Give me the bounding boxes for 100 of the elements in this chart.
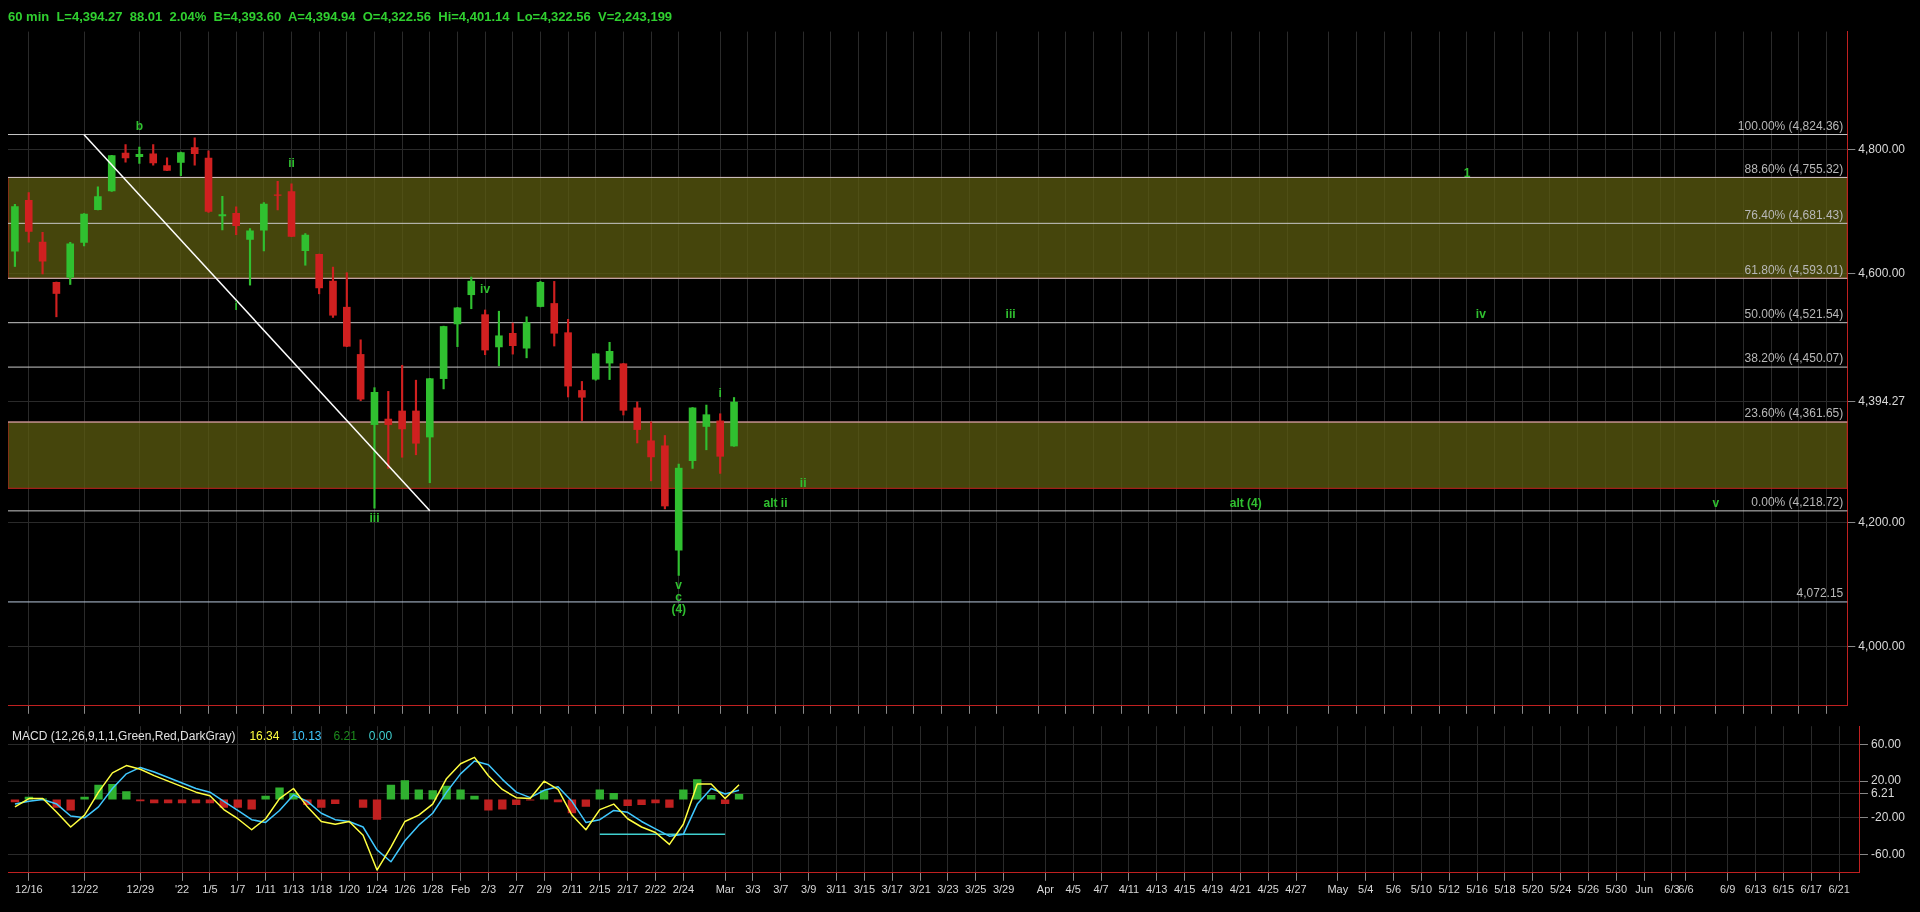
x-tick-label: 5/6: [1385, 883, 1402, 896]
ref-line-label: 76.40% (4,681.43): [1744, 207, 1844, 222]
x-tick-label: 4/13: [1146, 883, 1168, 896]
x-tick-label: 3/29: [992, 883, 1015, 896]
annotation: c: [675, 589, 683, 604]
y-tick-label: 4,394.27: [1858, 394, 1906, 409]
annotation: ii: [799, 475, 807, 490]
x-tick-label: 3/17: [881, 883, 903, 896]
annotation: ii: [288, 156, 295, 171]
y-tick-label: 4,000.00: [1858, 639, 1906, 654]
x-tick-label: 1/20: [338, 883, 360, 896]
annotation: 0.00: [368, 728, 393, 743]
annotation: i: [718, 386, 722, 401]
x-tick-label: 6/6: [1678, 883, 1694, 896]
x-tick-label: 4/25: [1257, 883, 1279, 896]
x-tick-label: 3/23: [937, 883, 959, 896]
x-tick-label: 6/17: [1800, 883, 1822, 896]
x-tick-label: 1/11: [255, 883, 276, 896]
x-tick-label: 3/7: [773, 883, 789, 896]
x-tick-label: Feb: [451, 883, 471, 896]
x-tick-label: 3/15: [853, 883, 876, 896]
x-tick-label: 12/29: [126, 883, 155, 896]
ref-line-label: 50.00% (4,521.54): [1744, 307, 1844, 322]
x-tick-label: 2/11: [561, 883, 583, 896]
x-tick-label: 5/24: [1549, 883, 1572, 896]
x-tick-label: 1/5: [202, 883, 218, 896]
annotation: alt (4): [1229, 495, 1262, 510]
ref-line-label: 100.00% (4,824.36): [1737, 118, 1844, 133]
y-tick-label: 20.00: [1870, 773, 1902, 788]
x-tick-label: Mar: [715, 883, 735, 896]
annotation: iv: [480, 282, 491, 297]
chart-title: 60 min L=4,394.27 88.01 2.04% B=4,393.60 A=4,394.94 O=4,322.56 Hi=4,401.14 Lo=4,322.56 V=2,243,199: [8, 9, 673, 25]
x-tick-label: 5/26: [1577, 883, 1600, 896]
x-tick-label: Jun: [1635, 883, 1654, 896]
annotation: iii: [1005, 307, 1016, 322]
x-tick-label: 5/30: [1605, 883, 1627, 896]
x-tick-label: 4/15: [1173, 883, 1196, 896]
x-tick-label: 2/3: [480, 883, 497, 896]
ref-line-label: 0.00% (4,218.72): [1751, 495, 1844, 510]
y-tick-label: 4,800.00: [1858, 141, 1906, 156]
x-tick-label: '22: [174, 883, 190, 896]
x-tick-label: 6/21: [1828, 883, 1850, 896]
y-tick-label: 6.21: [1870, 786, 1895, 801]
x-tick-label: 5/10: [1410, 883, 1433, 896]
x-tick-label: 3/25: [965, 883, 987, 896]
y-tick-label: 60.00: [1870, 736, 1902, 751]
x-tick-label: 6/13: [1744, 883, 1767, 896]
annotation: v: [1712, 495, 1720, 510]
ref-line-label: 88.60% (4,755.32): [1744, 161, 1844, 176]
x-tick-label: 4/11: [1118, 883, 1140, 896]
annotation: iii: [369, 510, 380, 525]
x-tick-label: 4/21: [1229, 883, 1252, 896]
x-tick-label: Apr: [1036, 883, 1055, 896]
x-tick-label: 4/5: [1065, 883, 1081, 896]
x-tick-label: 1/18: [310, 883, 333, 896]
x-tick-label: 12/16: [15, 883, 43, 896]
x-tick-label: 12/22: [70, 883, 99, 896]
x-tick-label: 2/15: [589, 883, 611, 896]
x-tick-label: 2/22: [644, 883, 667, 896]
annotation: i: [234, 298, 238, 313]
x-tick-label: 3/21: [909, 883, 931, 896]
x-tick-label: 5/12: [1438, 883, 1460, 896]
annotation: iv: [1475, 307, 1487, 322]
x-tick-label: 3/11: [826, 883, 847, 896]
chart-title: MACD (12,26,9,1,1,Green,Red,DarkGray): [12, 728, 236, 743]
x-tick-label: 2/7: [508, 883, 524, 896]
annotation: 6.21: [333, 728, 358, 743]
annotation: 10.13: [291, 728, 322, 743]
x-tick-label: 1/28: [421, 883, 444, 896]
annotation: 16.34: [249, 728, 280, 743]
annotation: 1: [1463, 165, 1471, 180]
ref-line-label: 4,072.15: [1796, 586, 1844, 601]
x-tick-label: 5/16: [1466, 883, 1488, 896]
y-tick-label: -60.00: [1870, 846, 1906, 861]
annotation: (4): [671, 601, 687, 616]
ref-line-label: 61.80% (4,593.01): [1744, 262, 1844, 277]
x-tick-label: 1/26: [394, 883, 416, 896]
x-tick-label: 1/13: [282, 883, 305, 896]
x-tick-label: 2/17: [616, 883, 639, 896]
x-tick-label: 2/24: [672, 883, 695, 896]
x-tick-label: 2/9: [536, 883, 552, 896]
x-tick-label: 5/20: [1522, 883, 1544, 896]
x-tick-label: 4/7: [1093, 883, 1109, 896]
x-tick-label: 6/15: [1772, 883, 1795, 896]
x-tick-label: 1/24: [366, 883, 388, 896]
annotation: b: [135, 119, 144, 134]
x-tick-label: 4/19: [1201, 883, 1224, 896]
x-tick-label: 3/9: [801, 883, 817, 896]
ref-line-label: 23.60% (4,361.65): [1744, 406, 1844, 421]
y-tick-label: 4,600.00: [1858, 266, 1906, 281]
x-tick-label: May: [1327, 883, 1349, 896]
x-tick-label: 6/9: [1720, 883, 1736, 896]
annotation: alt ii: [763, 495, 788, 510]
x-tick-label: 6/3: [1664, 883, 1680, 896]
x-tick-label: 4/27: [1285, 883, 1307, 896]
annotation: v: [675, 577, 683, 592]
x-tick-label: 3/3: [745, 883, 761, 896]
x-tick-label: 5/4: [1358, 883, 1374, 896]
y-tick-label: 4,200.00: [1858, 514, 1906, 529]
x-tick-label: 5/18: [1494, 883, 1516, 896]
